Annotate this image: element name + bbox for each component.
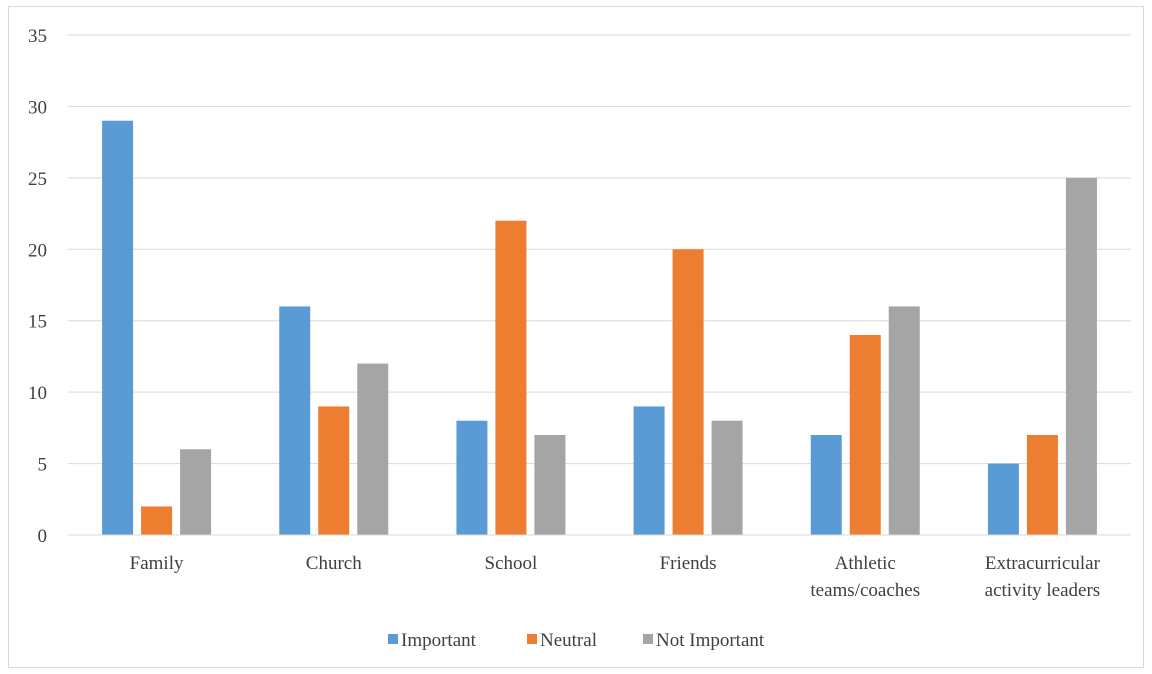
- y-tick-label: 35: [28, 26, 47, 47]
- bar-important: [987, 463, 1019, 535]
- bar-neutral: [672, 249, 704, 536]
- legend-swatch: [643, 634, 653, 644]
- bar-important: [810, 435, 842, 535]
- bar-neutral: [318, 406, 350, 535]
- category-label: teams/coaches: [810, 580, 920, 601]
- bar-neutral: [1026, 435, 1058, 535]
- bar-not-important: [357, 363, 389, 535]
- legend-swatch: [388, 634, 398, 644]
- y-tick-label: 5: [38, 455, 48, 476]
- y-axis-ticks: 0 5 10 15 20 25 30 35: [28, 26, 47, 547]
- bar-neutral: [141, 506, 173, 535]
- y-tick-label: 20: [28, 240, 47, 261]
- y-tick-label: 0: [38, 526, 48, 547]
- category-label: Family: [130, 553, 184, 574]
- category-label: Athletic: [835, 553, 896, 574]
- bar-not-important: [711, 420, 743, 535]
- legend-swatch: [527, 634, 537, 644]
- bar-not-important: [1065, 177, 1097, 535]
- bar-not-important: [888, 306, 920, 535]
- legend-label: Important: [401, 630, 477, 651]
- bar-important: [102, 120, 134, 535]
- bar-important: [279, 306, 311, 535]
- y-tick-label: 30: [28, 97, 47, 118]
- category-label: Friends: [660, 553, 717, 574]
- category-label: activity leaders: [985, 580, 1101, 601]
- gridlines: [68, 34, 1131, 465]
- bar-neutral: [849, 335, 881, 535]
- chart-frame: [8, 6, 1144, 668]
- bars: [102, 120, 1097, 536]
- y-tick-label: 10: [28, 383, 47, 404]
- bar-not-important: [534, 435, 566, 535]
- y-tick-label: 25: [28, 169, 47, 190]
- legend-label: Not Important: [656, 630, 765, 651]
- bar-important: [633, 406, 665, 535]
- category-label: School: [485, 553, 538, 574]
- legend-label: Neutral: [540, 630, 597, 651]
- legend: Important Neutral Not Important: [388, 630, 765, 651]
- bar-neutral: [495, 220, 527, 535]
- category-label: Extracurricular: [985, 553, 1101, 574]
- y-tick-label: 15: [28, 312, 47, 333]
- bar-not-important: [180, 449, 212, 535]
- category-label: Church: [306, 553, 362, 574]
- category-labels: Family Church School Friends Athletic teams/c…: [130, 553, 1101, 601]
- bar-important: [456, 420, 488, 535]
